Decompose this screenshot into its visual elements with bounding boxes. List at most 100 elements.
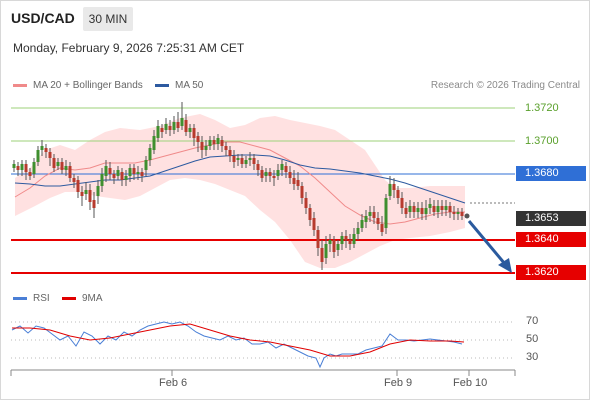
candle-body <box>456 212 460 214</box>
candle-body <box>360 220 364 228</box>
candle-body <box>344 236 348 240</box>
bollinger-band <box>15 114 465 268</box>
copyright-text: Research © 2026 Trading Central <box>430 80 580 91</box>
candle-body <box>96 186 100 196</box>
candle-body <box>144 160 148 170</box>
candle-body <box>212 140 216 144</box>
candle-body <box>12 164 16 168</box>
candle-body <box>128 168 132 176</box>
candle-body <box>260 170 264 178</box>
candle-body <box>180 118 184 126</box>
candlesticks <box>12 102 464 270</box>
projection-arrowhead-icon <box>498 258 512 273</box>
candle-body <box>256 164 260 170</box>
candle-body <box>316 230 320 248</box>
ma20-line <box>14 141 465 225</box>
timeframe-button[interactable]: 30 MIN <box>83 7 133 31</box>
candle-body <box>436 206 440 212</box>
candle-body <box>52 158 56 168</box>
candle-body <box>196 136 200 142</box>
level-r1-label: 1.3700 <box>525 135 559 147</box>
candle-body <box>288 172 292 178</box>
ma50-swatch-icon <box>155 84 169 87</box>
candle-body <box>48 152 52 158</box>
candle-body <box>44 148 48 152</box>
candle-body <box>216 138 220 144</box>
candle-body <box>148 148 152 160</box>
candle-body <box>32 162 36 174</box>
candle-body <box>72 178 76 182</box>
candle-body <box>380 224 384 232</box>
candle-body <box>224 146 228 150</box>
candle-body <box>36 150 40 162</box>
candle-body <box>340 236 344 244</box>
candle-body <box>188 128 192 132</box>
candle-body <box>60 162 64 170</box>
candle-body <box>184 120 188 132</box>
candle-body <box>232 156 236 162</box>
candle-body <box>276 170 280 176</box>
rsi-tick-70: 70 <box>526 315 539 327</box>
candle-body <box>408 206 412 212</box>
candle-body <box>312 218 316 230</box>
candle-body <box>236 158 240 160</box>
candle-body <box>68 166 72 178</box>
candle-body <box>364 216 368 222</box>
candle-body <box>124 176 128 180</box>
candle-body <box>56 162 60 166</box>
candle-body <box>156 126 160 138</box>
ma9-swatch-icon <box>62 297 76 300</box>
x-label-feb6: Feb 6 <box>159 377 188 389</box>
candle-body <box>272 176 276 178</box>
datetime-label: Monday, February 9, 2026 7:25:31 AM CET <box>13 41 245 55</box>
candle-body <box>432 206 436 212</box>
candle-body <box>16 166 20 170</box>
candle-body <box>320 248 324 262</box>
candle-body <box>460 212 464 216</box>
candle-body <box>292 178 296 184</box>
candle-body <box>348 240 352 244</box>
candle-body <box>152 136 156 150</box>
legend-rsi: RSI <box>13 293 50 304</box>
level-s1-label: 1.3640 <box>516 232 586 247</box>
candle-body <box>424 208 428 214</box>
rsi-line <box>11 321 463 369</box>
candle-body <box>444 206 448 210</box>
candle-body <box>160 128 164 132</box>
candle-body <box>80 192 84 196</box>
x-label-feb10: Feb 10 <box>453 377 488 389</box>
candle-body <box>396 190 400 198</box>
candle-body <box>92 200 96 208</box>
level-s2-label: 1.3620 <box>516 265 586 280</box>
legend-ma50: MA 50 <box>155 80 203 91</box>
candle-body <box>200 142 204 150</box>
candle-body <box>356 228 360 234</box>
candle-body <box>284 166 288 172</box>
candle-body <box>172 122 176 130</box>
legend-ma9: 9MA <box>62 293 103 304</box>
candle-body <box>220 140 224 146</box>
candle-body <box>304 198 308 208</box>
candle-body <box>64 166 68 170</box>
candle-body <box>336 244 340 250</box>
candle-body <box>176 122 180 128</box>
candle-body <box>240 158 244 164</box>
candle-body <box>88 190 92 202</box>
rsi-swatch-icon <box>13 297 27 300</box>
candle-body <box>416 208 420 212</box>
projection-arrow <box>467 220 507 265</box>
candle-body <box>392 184 396 190</box>
candle-body <box>376 218 380 224</box>
ma20-swatch-icon <box>13 84 27 87</box>
candle-body <box>228 150 232 156</box>
candle-body <box>20 164 24 170</box>
candle-body <box>308 208 312 220</box>
candle-body <box>420 208 424 214</box>
candle-body <box>164 124 168 130</box>
legend-ma50-label: MA 50 <box>175 80 204 91</box>
candle-body <box>168 126 172 130</box>
rsi-tick-30: 30 <box>526 351 539 363</box>
candle-body <box>412 206 416 212</box>
candle-body <box>116 170 120 176</box>
